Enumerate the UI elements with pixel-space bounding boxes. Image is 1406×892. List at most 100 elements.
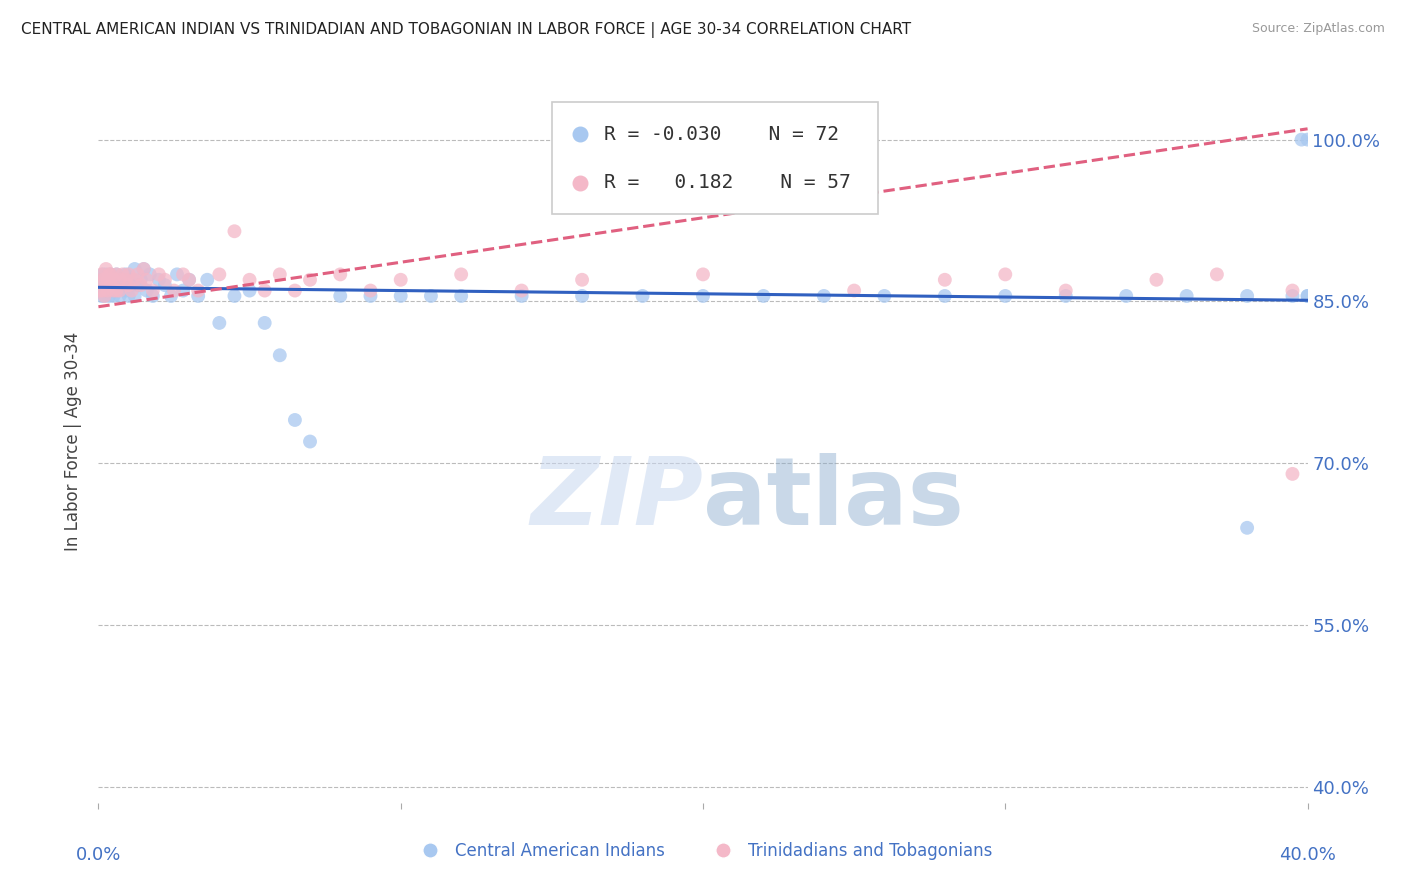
Point [450,268,472,282]
Point [91,284,114,298]
Point [1054,284,1077,298]
Point [118,289,141,303]
Point [187,284,209,298]
Point [105,284,128,298]
Point [101,284,124,298]
Point [389,289,412,303]
Point [118,273,141,287]
Point [329,268,352,282]
Point [132,262,155,277]
Point [153,278,176,293]
Point [105,284,128,298]
Text: atlas: atlas [703,453,965,545]
Point [844,284,866,298]
Point [187,289,209,303]
Point [239,273,262,287]
Point [195,273,218,287]
Point [135,284,157,298]
Point [1291,132,1313,146]
Point [114,268,136,282]
Point [389,273,412,287]
Point [96,284,118,298]
Point [105,268,128,282]
Text: 40.0%: 40.0% [1279,847,1336,864]
Point [166,268,188,282]
Point [1281,284,1303,298]
Point [873,289,896,303]
Point [118,268,141,282]
Point [253,284,276,298]
Point [103,273,125,287]
Point [299,273,322,287]
Point [160,289,183,303]
Point [121,284,143,298]
Point [100,268,122,282]
Point [142,289,165,303]
Point [91,268,114,282]
Point [153,273,176,287]
Point [98,289,121,303]
Point [148,268,170,282]
Point [269,268,291,282]
Point [90,268,112,282]
FancyBboxPatch shape [551,102,879,214]
Point [179,273,201,287]
Text: R = -0.030    N = 72: R = -0.030 N = 72 [603,125,839,144]
Point [253,316,276,330]
Point [90,273,112,287]
Point [124,273,146,287]
Point [127,268,149,282]
Point [124,262,146,277]
Point [1236,521,1258,535]
Text: ZIP: ZIP [530,453,703,545]
Point [111,278,134,293]
Point [94,262,117,277]
Point [284,413,307,427]
Point [360,289,382,303]
Point [571,273,593,287]
Point [510,284,533,298]
Point [121,278,143,293]
Point [89,284,111,298]
Point [239,284,262,298]
Point [103,273,125,287]
Point [1281,289,1303,303]
Text: CENTRAL AMERICAN INDIAN VS TRINIDADIAN AND TOBAGONIAN IN LABOR FORCE | AGE 30-34: CENTRAL AMERICAN INDIAN VS TRINIDADIAN A… [21,22,911,38]
Point [172,284,194,298]
Point [163,284,186,298]
Point [571,289,593,303]
Point [108,289,131,303]
Point [1206,268,1229,282]
Point [224,224,246,238]
Point [108,273,131,287]
Point [510,289,533,303]
Point [142,284,165,298]
Point [208,268,231,282]
Point [100,278,122,293]
Point [1296,289,1319,303]
Point [114,284,136,298]
Point [1054,289,1077,303]
Point [420,289,443,303]
Point [224,289,246,303]
Point [96,273,118,287]
Point [93,273,115,287]
Point [1296,132,1319,146]
Point [269,348,291,362]
Text: R =   0.182    N = 57: R = 0.182 N = 57 [603,173,851,193]
Point [284,284,307,298]
Point [179,273,201,287]
Point [89,284,111,298]
Point [1296,289,1319,303]
Point [90,289,112,303]
Point [93,278,115,293]
Text: 0.0%: 0.0% [76,847,121,864]
Point [934,289,956,303]
Point [93,289,115,303]
Point [103,284,125,298]
Point [1291,285,1313,300]
Point [93,289,115,303]
Point [118,278,141,293]
Point [124,289,146,303]
Point [135,273,157,287]
